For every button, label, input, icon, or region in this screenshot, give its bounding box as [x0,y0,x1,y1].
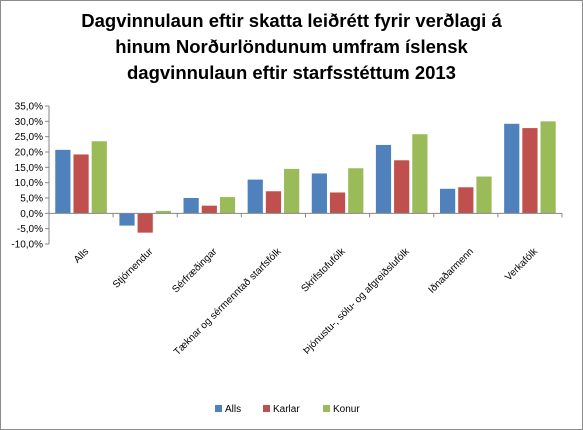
bar [522,128,538,214]
y-tick-label: 25,0% [15,132,43,143]
category-label: Þjónustu-, sölu- og afgreiðslufólk [301,245,413,357]
y-tick-label: -5,0% [17,224,43,235]
bar [440,188,456,214]
bar [311,173,327,214]
y-tick-label: 0,0% [20,209,43,220]
y-tick-label: 20,0% [15,148,43,159]
bar [219,197,236,214]
bar [265,191,282,214]
legend-label: Alls [225,404,241,415]
bar [394,160,410,214]
category-label: Iðnaðarmenn [426,246,476,296]
category-label: Alls [72,246,91,265]
legend-label: Karlar [273,404,300,415]
category-label: Verkafólk [503,246,541,284]
y-tick-label: 35,0% [15,102,43,113]
chart-title-line-3: dagvinnulaun eftir starfsstéttum 2013 [127,62,456,83]
legend-label: Konur [333,404,360,415]
y-tick-label: 30,0% [15,117,43,128]
bar [375,144,392,214]
chart-title-line-1: Dagvinnulaun eftir skatta leiðrétt fyrir… [81,10,502,31]
chart-title: Dagvinnulaun eftir skatta leiðrétt fyrir… [0,8,583,86]
bar [119,213,135,226]
bar [137,213,153,233]
legend-swatch [263,405,270,412]
bar [55,149,71,214]
bar [458,187,474,214]
bar [348,168,364,214]
y-tick-label: 15,0% [15,163,43,174]
bar [73,154,89,214]
category-label: Stjórnendur [111,246,156,291]
y-tick-label: 10,0% [15,178,43,189]
bar [476,176,492,214]
bar [247,179,263,214]
legend-swatch [215,405,222,412]
y-tick-label: -10,0% [11,240,43,251]
category-label: Skrifstofufólk [299,246,348,295]
bar [183,198,199,214]
chart-title-line-2: hinum Norðurlöndunum umfram íslensk [115,36,468,57]
legend-swatch [323,405,330,412]
bar [504,123,520,214]
bar [284,168,300,214]
y-tick-label: 5,0% [20,194,43,205]
bar [412,134,428,214]
bar [91,141,107,214]
category-label: Tæknar og sérmenntað starfsfólk [171,245,284,358]
category-label: Sérfræðingar [170,245,220,295]
bar [540,121,556,214]
bar [155,210,171,214]
bar [329,192,346,214]
bar [201,205,217,214]
